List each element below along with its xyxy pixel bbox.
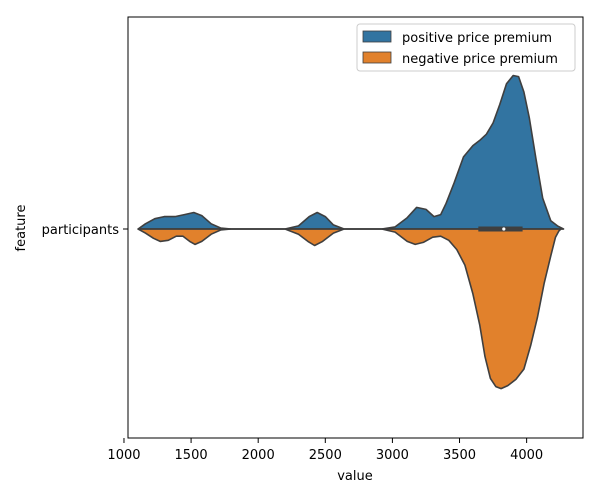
legend-frame [356,23,576,72]
legend-swatch [362,30,392,43]
legend-entry-label: negative price premium [402,52,558,67]
x-tick-label: 3000 [376,448,409,463]
x-tick-label: 1500 [175,448,208,463]
y-tick-label: participants [42,223,120,238]
x-axis-ticks: 1000 1500 2000 2500 3000 3500 4000 [107,438,543,463]
x-tick-label: 1000 [107,448,140,463]
plot-frame [127,16,584,439]
box-median [502,227,506,231]
violin-half-positive [137,74,565,230]
violin-half-negative [137,228,562,390]
y-axis-label: feature [14,205,29,252]
x-tick-label: 2500 [309,448,342,463]
box-iqr [478,226,523,232]
legend-entry-label: positive price premium [402,31,552,46]
x-tick-label: 3500 [443,448,476,463]
legend-swatch [362,51,392,64]
inner-boxplot [138,226,564,232]
x-axis-label: value [337,469,373,484]
legend: positive price premium negative price pre… [356,23,576,72]
y-axis-ticks: participants [42,223,128,238]
violins [137,74,565,390]
x-tick-label: 4000 [510,448,543,463]
x-tick-label: 2000 [242,448,275,463]
